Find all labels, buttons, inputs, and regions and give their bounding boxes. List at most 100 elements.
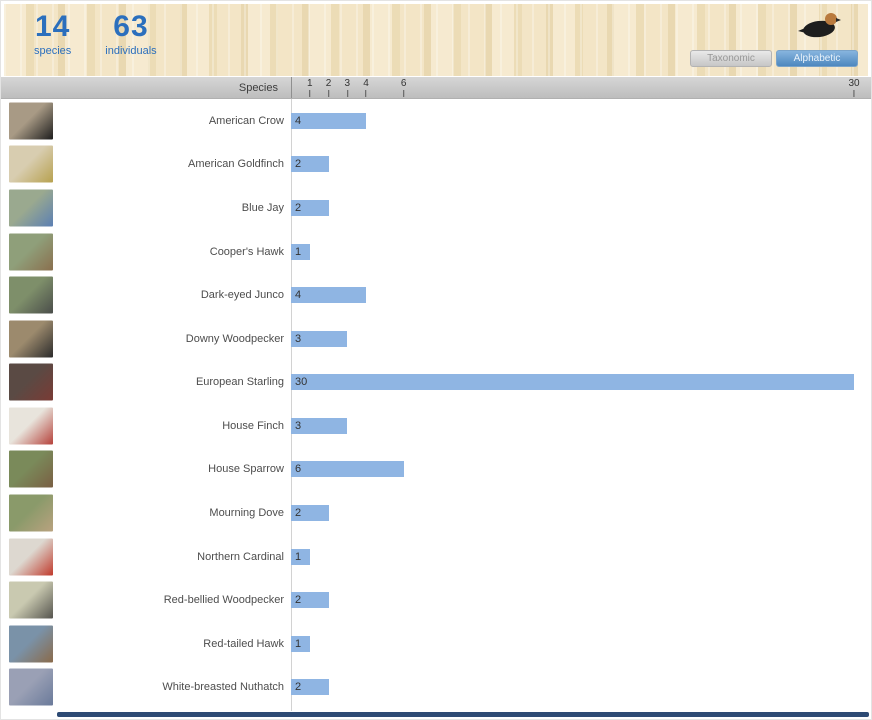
species-row: Cooper's Hawk 1 [1,230,871,274]
bar-area: 1 [291,622,854,666]
list-header-bar: Species 1 2 3 4 6 30 [1,77,871,99]
european-starling-thumbnail[interactable] [9,363,53,401]
species-row: European Starling 30 [1,360,871,404]
species-name-label: Red-tailed Hawk [203,637,284,650]
red-tailed-hawk-thumbnail[interactable] [9,625,53,663]
axis-tick: 1 [307,79,313,97]
species-count-label: species [34,45,72,57]
count-bar[interactable]: 1 [291,548,310,565]
bar-area: 2 [291,578,854,622]
house-sparrow-thumbnail[interactable] [9,450,53,488]
count-value-label: 2 [295,594,302,607]
species-row: American Goldfinch 2 [1,143,871,187]
axis-tick: 4 [363,79,369,97]
blue-jay-thumbnail[interactable] [9,189,53,227]
count-bar[interactable]: 4 [291,112,367,129]
count-bar[interactable]: 2 [291,199,329,216]
count-value-label: 1 [295,245,302,258]
species-row: Blue Jay 2 [1,186,871,230]
dark-eyed-junco-thumbnail[interactable] [9,276,53,314]
species-name-label: House Finch [222,419,284,432]
bar-area: 1 [291,535,854,579]
count-bar[interactable]: 6 [291,461,404,478]
species-row: Red-tailed Hawk 1 [1,622,871,666]
coopers-hawk-thumbnail[interactable] [9,233,53,271]
count-value-label: 4 [295,289,302,302]
downy-woodpecker-thumbnail[interactable] [9,320,53,358]
count-value-label: 30 [295,376,308,389]
count-value-label: 2 [295,506,302,519]
count-bar[interactable]: 2 [291,504,329,521]
bar-area: 6 [291,448,854,492]
count-value-label: 1 [295,637,302,650]
red-bellied-woodpecker-thumbnail[interactable] [9,581,53,619]
count-value-label: 2 [295,201,302,214]
axis-tick: 2 [326,79,331,97]
scrollbar-horizontal[interactable] [57,712,869,717]
species-row: American Crow 4 [1,99,871,143]
bar-area: 2 [291,666,854,710]
bar-area: 4 [291,99,854,143]
count-value-label: 3 [295,419,302,432]
species-name-label: Mourning Dove [209,506,284,519]
species-count-value: 14 [34,10,71,43]
chart-axis-line [291,99,292,711]
count-bar[interactable]: 2 [291,592,329,609]
axis-tick: 6 [401,79,406,97]
count-bar[interactable]: 30 [291,374,854,391]
sort-toggle: Taxonomic Alphabetic [690,50,858,67]
bar-area: 2 [291,491,854,535]
count-bar[interactable]: 2 [291,156,329,173]
species-name-label: Dark-eyed Junco [200,289,284,302]
species-name-label: Blue Jay [241,201,284,214]
species-name-label: Downy Woodpecker [185,332,284,345]
species-row: Northern Cardinal 1 [1,535,871,579]
bar-area: 30 [291,360,854,404]
species-name-label: Northern Cardinal [197,550,284,563]
species-column-header: Species [238,82,278,94]
count-bar[interactable]: 4 [291,287,367,304]
count-bar[interactable]: 1 [291,243,310,260]
bar-area: 3 [291,317,854,361]
alphabetic-button[interactable]: Alphabetic [776,50,858,67]
axis-ticks: 1 2 3 4 6 30 [291,77,860,98]
bird-silhouette-icon [798,13,841,38]
individuals-count-value: 63 [113,10,149,43]
species-name-label: House Sparrow [208,463,284,476]
species-row: Dark-eyed Junco 4 [1,273,871,317]
count-value-label: 3 [295,332,302,345]
white-breasted-nuthatch-thumbnail[interactable] [9,668,53,706]
mourning-dove-thumbnail[interactable] [9,494,53,532]
bar-area: 4 [291,273,854,317]
species-row: House Sparrow 6 [1,448,871,492]
bar-area: 1 [291,230,854,274]
species-row: White-breasted Nuthatch 2 [1,666,871,710]
count-value-label: 2 [295,681,302,694]
count-bar[interactable]: 3 [291,417,348,434]
species-name-label: European Starling [195,376,284,389]
american-goldfinch-thumbnail[interactable] [9,145,53,183]
count-value-label: 6 [295,463,302,476]
species-count-stat: 14 species [34,10,72,58]
bar-area: 2 [291,143,854,187]
count-bar[interactable]: 3 [291,330,348,347]
species-name-label: White-breasted Nuthatch [162,681,284,694]
taxonomic-button[interactable]: Taxonomic [690,50,772,67]
species-row: Downy Woodpecker 3 [1,317,871,361]
individuals-count-stat: 63 individuals [105,10,156,58]
bar-area: 3 [291,404,854,448]
american-crow-thumbnail[interactable] [9,102,53,140]
app-header: 14 species 63 individuals Taxonomic Alph… [4,4,868,76]
count-value-label: 4 [295,114,302,127]
chart-rows: American Crow 4 American Goldfinch 2 Blu… [1,99,871,709]
species-name-label: Cooper's Hawk [209,245,284,258]
species-row: Mourning Dove 2 [1,491,871,535]
count-value-label: 2 [295,158,302,171]
northern-cardinal-thumbnail[interactable] [9,538,53,576]
species-name-label: Red-bellied Woodpecker [163,594,284,607]
house-finch-thumbnail[interactable] [9,407,53,445]
count-bar[interactable]: 1 [291,635,310,652]
count-bar[interactable]: 2 [291,679,329,696]
species-row: House Finch 3 [1,404,871,448]
